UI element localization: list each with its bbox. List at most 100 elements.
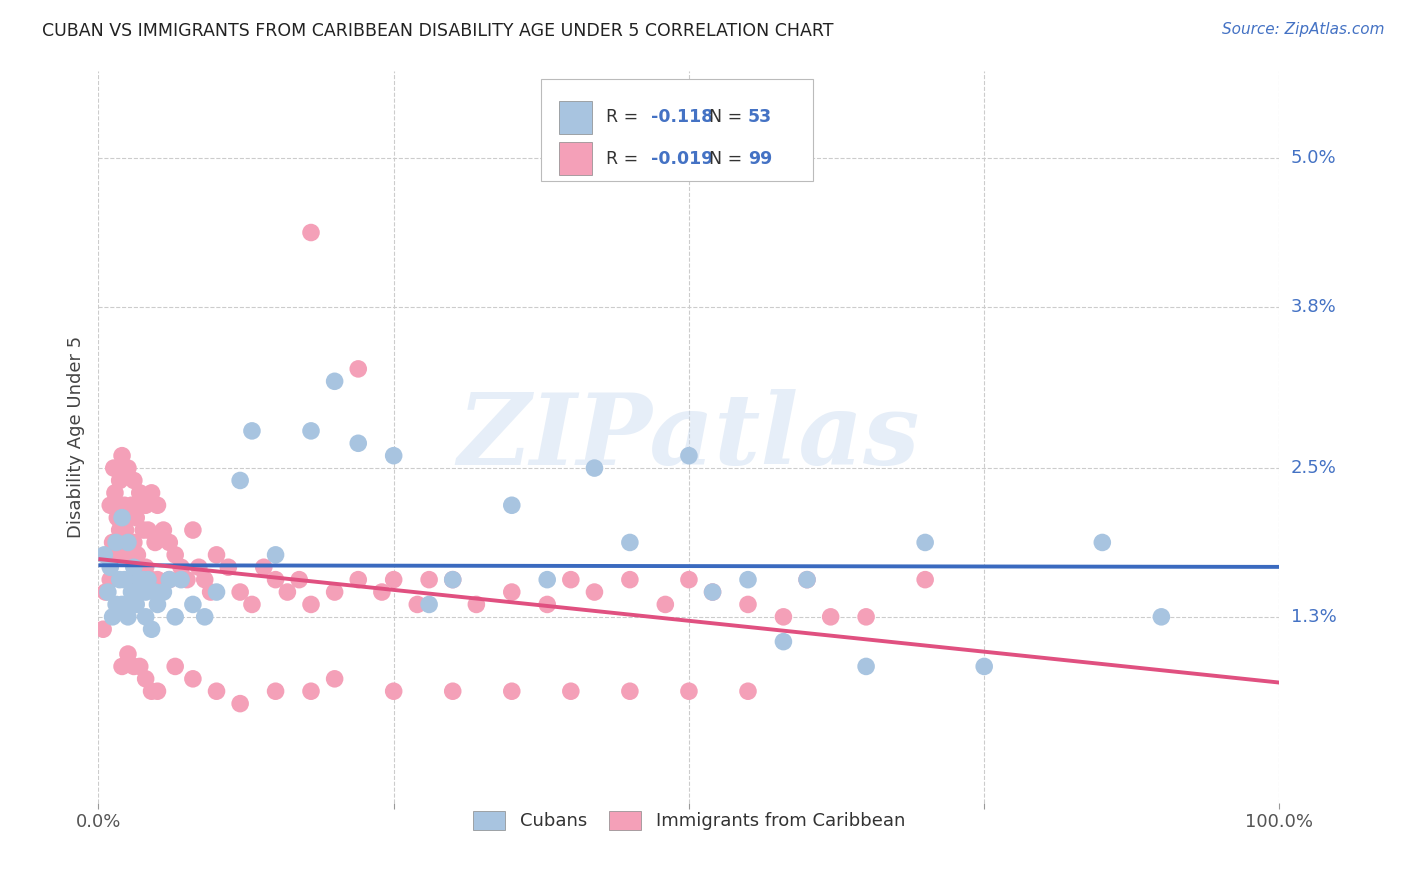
- Point: [737, 684, 759, 698]
- Point: [97, 585, 120, 599]
- Point: [117, 535, 139, 549]
- Point: [117, 647, 139, 661]
- Point: [176, 573, 198, 587]
- Point: [170, 573, 193, 587]
- Point: [127, 548, 149, 562]
- Point: [135, 672, 157, 686]
- Point: [136, 573, 159, 587]
- Point: [855, 610, 877, 624]
- Text: 3.8%: 3.8%: [1291, 298, 1336, 316]
- Text: 53: 53: [748, 108, 772, 126]
- Point: [299, 226, 322, 240]
- Point: [117, 610, 139, 624]
- Point: [146, 573, 169, 587]
- Point: [229, 474, 252, 488]
- Point: [94, 585, 117, 599]
- Point: [914, 573, 936, 587]
- Point: [536, 573, 558, 587]
- Point: [194, 610, 217, 624]
- Text: R =: R =: [606, 108, 644, 126]
- Point: [136, 523, 159, 537]
- Point: [382, 449, 405, 463]
- Point: [619, 573, 641, 587]
- Point: [98, 573, 121, 587]
- Point: [205, 585, 228, 599]
- Point: [105, 598, 128, 612]
- Point: [299, 598, 322, 612]
- Point: [299, 424, 322, 438]
- Point: [103, 461, 125, 475]
- Point: [128, 573, 150, 587]
- Point: [125, 598, 148, 612]
- Point: [264, 573, 287, 587]
- Point: [347, 573, 370, 587]
- FancyBboxPatch shape: [541, 78, 813, 181]
- Point: [143, 585, 166, 599]
- Text: -0.019: -0.019: [651, 150, 713, 168]
- Point: [737, 573, 759, 587]
- Point: [101, 535, 124, 549]
- Point: [111, 510, 134, 524]
- Point: [276, 585, 298, 599]
- Point: [122, 560, 145, 574]
- Point: [157, 535, 180, 549]
- Point: [229, 697, 252, 711]
- Point: [157, 573, 180, 587]
- Point: [112, 573, 135, 587]
- Point: [181, 598, 204, 612]
- Text: Source: ZipAtlas.com: Source: ZipAtlas.com: [1222, 22, 1385, 37]
- Point: [371, 585, 394, 599]
- Text: 2.5%: 2.5%: [1291, 459, 1337, 477]
- Point: [465, 598, 488, 612]
- Point: [122, 535, 145, 549]
- Point: [418, 573, 440, 587]
- Point: [205, 548, 228, 562]
- Point: [135, 610, 157, 624]
- Point: [323, 374, 346, 388]
- Point: [501, 498, 523, 512]
- Point: [418, 598, 440, 612]
- Y-axis label: Disability Age Under 5: Disability Age Under 5: [66, 336, 84, 538]
- Point: [128, 573, 150, 587]
- Point: [217, 560, 239, 574]
- Point: [323, 585, 346, 599]
- Point: [583, 585, 606, 599]
- Point: [114, 523, 136, 537]
- Point: [796, 573, 818, 587]
- Point: [382, 573, 405, 587]
- Point: [796, 573, 818, 587]
- Point: [91, 622, 114, 636]
- Point: [132, 573, 155, 587]
- Point: [772, 634, 794, 648]
- Text: N =: N =: [699, 150, 748, 168]
- Point: [560, 573, 582, 587]
- Point: [111, 449, 134, 463]
- Point: [105, 548, 128, 562]
- Point: [441, 573, 464, 587]
- Point: [560, 684, 582, 698]
- Point: [117, 461, 139, 475]
- Point: [678, 449, 700, 463]
- Point: [165, 659, 187, 673]
- Point: [264, 684, 287, 698]
- Point: [200, 585, 222, 599]
- Point: [501, 585, 523, 599]
- Point: [678, 684, 700, 698]
- Point: [146, 498, 169, 512]
- Point: [135, 585, 157, 599]
- Point: [347, 436, 370, 450]
- Point: [323, 672, 346, 686]
- Point: [122, 659, 145, 673]
- Point: [105, 498, 128, 512]
- Point: [382, 684, 405, 698]
- Point: [299, 684, 322, 698]
- Text: -0.118: -0.118: [651, 108, 713, 126]
- Point: [128, 486, 150, 500]
- Point: [122, 474, 145, 488]
- Point: [288, 573, 311, 587]
- Point: [264, 548, 287, 562]
- Point: [406, 598, 429, 612]
- Point: [181, 523, 204, 537]
- Point: [619, 535, 641, 549]
- Point: [702, 585, 724, 599]
